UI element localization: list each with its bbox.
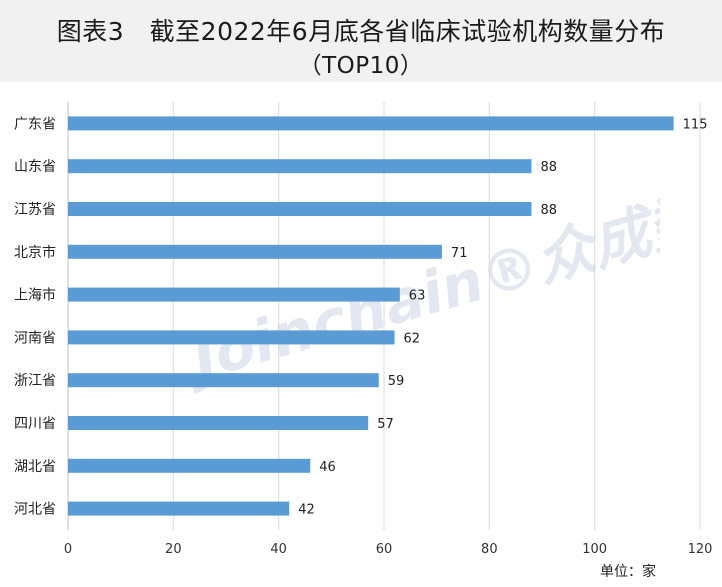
x-tick-label: 60 bbox=[376, 542, 393, 557]
bar bbox=[68, 202, 532, 216]
category-label: 浙江省 bbox=[14, 373, 56, 389]
category-label: 广东省 bbox=[14, 116, 56, 132]
data-label: 88 bbox=[540, 160, 557, 175]
bar bbox=[68, 373, 379, 388]
data-label: 59 bbox=[388, 374, 405, 389]
x-tick-label: 0 bbox=[64, 542, 72, 557]
category-label: 山东省 bbox=[14, 159, 56, 175]
data-label: 62 bbox=[404, 331, 421, 346]
title-band bbox=[0, 0, 722, 82]
category-label: 江苏省 bbox=[14, 202, 56, 218]
bar bbox=[68, 116, 674, 131]
x-tick-label: 80 bbox=[481, 542, 498, 557]
x-tick-label: 40 bbox=[270, 542, 287, 557]
chart-subtitle: （TOP10） bbox=[298, 53, 424, 79]
bar bbox=[68, 244, 442, 259]
category-label: 四川省 bbox=[14, 416, 56, 432]
category-label: 北京市 bbox=[14, 244, 56, 261]
bar bbox=[68, 416, 369, 430]
bar-chart: 0 20 40 60 80 100 120 广东省 115 山东省 88 江苏省 88 北京市 71 上海市 6… bbox=[14, 102, 713, 557]
bar bbox=[68, 287, 400, 302]
unit-label: 单位：家 bbox=[600, 564, 656, 580]
bar bbox=[68, 458, 311, 473]
data-label: 71 bbox=[451, 246, 468, 261]
bar bbox=[68, 159, 532, 174]
category-label: 河北省 bbox=[14, 502, 56, 518]
x-tick-label: 100 bbox=[582, 542, 607, 557]
data-label: 115 bbox=[683, 117, 708, 132]
data-label: 88 bbox=[540, 203, 557, 218]
bar bbox=[68, 330, 395, 345]
category-label: 湖北省 bbox=[14, 459, 56, 475]
x-tick-label: 120 bbox=[688, 542, 713, 557]
x-tick-label: 20 bbox=[165, 542, 182, 557]
chart-title: 图表3 截至2022年6月底各省临床试验机构数量分布 bbox=[56, 17, 666, 46]
category-label: 河南省 bbox=[14, 330, 56, 346]
data-label: 42 bbox=[298, 503, 315, 518]
data-label: 63 bbox=[409, 289, 426, 304]
data-label: 57 bbox=[377, 417, 394, 432]
data-label: 46 bbox=[319, 460, 336, 475]
category-label: 上海市 bbox=[14, 287, 56, 304]
bar bbox=[68, 501, 290, 516]
